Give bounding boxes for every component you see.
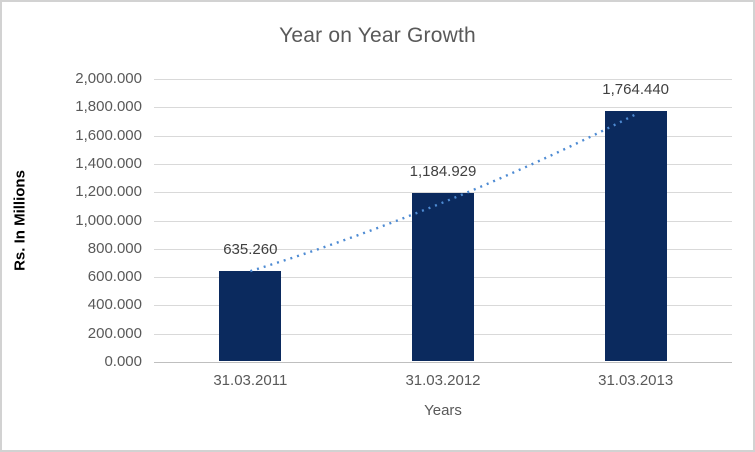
gridline bbox=[154, 107, 732, 109]
gridline bbox=[154, 192, 732, 194]
plot-area bbox=[154, 79, 732, 363]
bar-value-label: 1,184.929 bbox=[409, 163, 477, 181]
y-tick-label: 2,000.000 bbox=[75, 70, 142, 87]
y-tick-label: 0.000 bbox=[104, 353, 142, 370]
gridline bbox=[154, 79, 732, 80]
bar[interactable] bbox=[604, 111, 667, 361]
y-tick-label: 1,400.000 bbox=[75, 154, 142, 172]
bar-value-label: 1,764.440 bbox=[602, 81, 670, 99]
y-tick-label: 200.000 bbox=[87, 324, 142, 342]
y-tick-label: 800.000 bbox=[87, 239, 142, 257]
gridline bbox=[154, 135, 732, 137]
y-axis-title: Rs. In Millions bbox=[11, 170, 29, 271]
y-tick-label: 1,200.000 bbox=[75, 183, 142, 201]
bar-value-label: 635.260 bbox=[223, 241, 278, 259]
gridline bbox=[154, 163, 732, 165]
chart-title: Year on Year Growth bbox=[279, 24, 476, 47]
y-tick-label: 1,600.000 bbox=[75, 126, 142, 144]
bar[interactable] bbox=[412, 193, 474, 361]
y-tick-label: 400.000 bbox=[87, 296, 142, 314]
x-tick-label: 31.03.2013 bbox=[598, 372, 674, 389]
x-axis-line bbox=[154, 362, 732, 363]
trendline[interactable] bbox=[154, 79, 732, 362]
y-tick-label: 600.000 bbox=[87, 268, 142, 286]
x-axis-title: Years bbox=[424, 402, 462, 419]
x-tick-label: 31.03.2012 bbox=[405, 372, 481, 389]
y-tick-label: 1,800.000 bbox=[75, 98, 142, 116]
bar[interactable] bbox=[219, 271, 282, 361]
trendline-path bbox=[249, 113, 637, 273]
y-tick-label: 1,000.000 bbox=[75, 211, 142, 229]
x-tick-label: 31.03.2011 bbox=[213, 372, 288, 389]
